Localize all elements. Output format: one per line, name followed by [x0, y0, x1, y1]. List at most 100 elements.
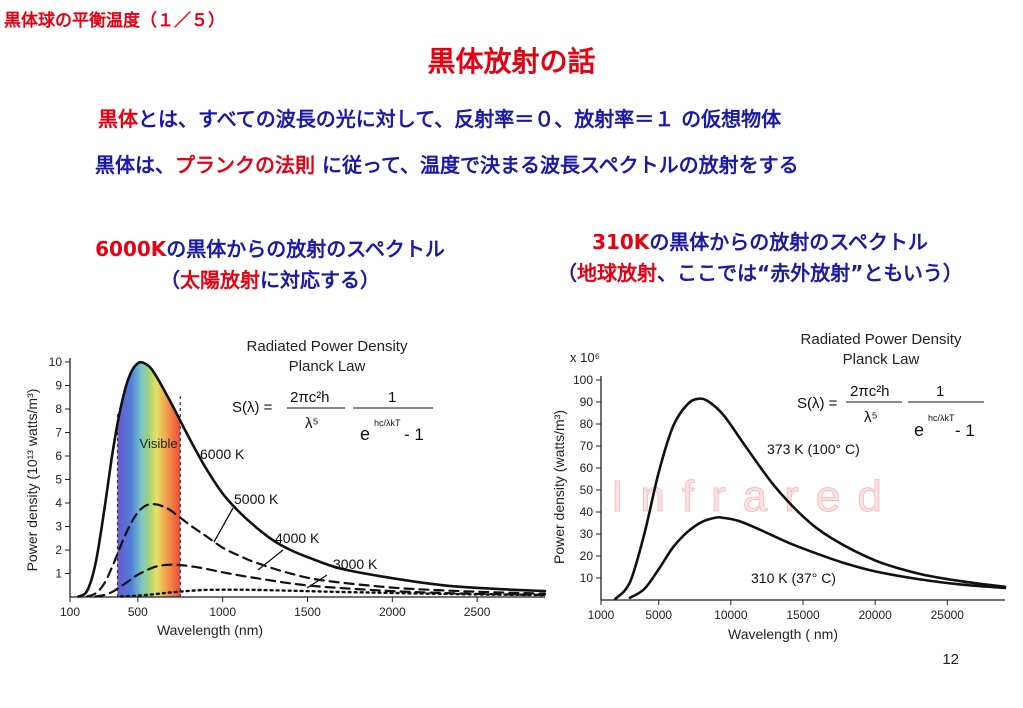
y-tick-label: 100: [573, 373, 593, 387]
left-caption-text: の黒体からの放射のスペクトル: [166, 237, 445, 261]
formula-lhs: S(λ) =: [232, 399, 273, 416]
visible-band: [116, 362, 181, 597]
axes: 1 2 3 4 5 6 7 8 9 10 100 500 1000 1500 2000 2500: [49, 355, 545, 619]
x-tick-label: 1000: [209, 605, 236, 619]
series-line-5000: [85, 503, 547, 598]
formula-exp: hc/λkT: [374, 418, 401, 428]
label-leader: [257, 549, 284, 571]
planck-line-part3: に従って、温度で決まる波長スペクトルの放射をする: [315, 153, 799, 177]
y-tick-label: 20: [580, 549, 594, 563]
planck-formula: S(λ) = 2πc²h λ⁵ 1 e hc/λkT - 1: [232, 389, 433, 444]
y-tick-label: 10: [580, 571, 594, 585]
series-line-310: [628, 515, 1007, 600]
x-tick-label: 20000: [858, 608, 892, 622]
series-label: 3000 K: [333, 556, 378, 572]
y-tick-label: 3: [55, 520, 62, 534]
formula-den1: λ⁵: [305, 415, 319, 432]
visible-label: Visible: [140, 436, 178, 451]
y-tick-label: 6: [55, 449, 62, 463]
x-tick-label: 2000: [379, 605, 406, 619]
y-tick-label: 90: [580, 395, 594, 409]
y-tick-label: 80: [580, 417, 594, 431]
axes: 10 20 30 40 50 60 70 80 90 100 1000 5000 10000 15000 2…: [573, 373, 1005, 622]
formula-num2: 1: [936, 383, 944, 400]
y-tick-label: 9: [55, 379, 62, 393]
chart-title: Radiated Power Density: [801, 331, 962, 348]
x-tick-label: 15000: [786, 608, 820, 622]
formula-lhs: S(λ) =: [797, 395, 838, 412]
x-tick-label: 100: [60, 605, 80, 619]
right-caption-rest: 、ここでは“赤外放射”ともいう）: [657, 261, 963, 285]
series-line-4000: [94, 563, 547, 598]
planck-line-part1: 黒体は、: [95, 153, 175, 177]
series-label: 5000 K: [234, 491, 279, 507]
label-leader: [213, 507, 234, 543]
x-tick-label: 2500: [464, 605, 491, 619]
right-caption-open: （: [557, 261, 578, 285]
right-chart-caption: 310Kの黒体からの放射のスペクトル （地球放射、ここでは“赤外放射”ともいう）: [505, 227, 1015, 289]
y-tick-label: 5: [55, 473, 62, 487]
definition-text: とは、すべての波長の光に対して、反射率＝０、放射率＝１ の仮想物体: [138, 107, 782, 131]
x-tick-label: 500: [128, 605, 148, 619]
y-tick-label: 10: [49, 355, 63, 369]
planck-formula: S(λ) = 2πc²h λ⁵ 1 e hc/λkT - 1: [797, 383, 984, 440]
planck-law-term: プランクの法則: [175, 153, 315, 177]
y-tick-label: 30: [580, 527, 594, 541]
series-line-3000: [119, 588, 547, 598]
header-label: 黒体球の平衡温度（１／５）: [4, 11, 225, 31]
label-leader: [306, 574, 328, 589]
definition-line: 黒体とは、すべての波長の光に対して、反射率＝０、放射率＝１ の仮想物体: [98, 103, 781, 132]
formula-num1: 2πc²h: [290, 389, 330, 406]
x-axis-label: Wavelength ( nm): [728, 626, 838, 642]
left-caption-rest: に対応する）: [260, 268, 380, 292]
series-group: 373 K (100° C) 310 K (37° C): [614, 397, 1007, 601]
y-axis-label: Power density (10¹³ watts/m³): [24, 389, 40, 572]
formula-minus: - 1: [404, 425, 424, 444]
left-caption-open: （: [160, 268, 180, 292]
series-group: 6000 K 5000 K 4000 K 3000 K: [77, 360, 547, 598]
series-label: 373 K (100° C): [767, 441, 860, 457]
chart-subtitle: Planck Law: [843, 351, 920, 368]
formula-num1: 2πc²h: [850, 383, 890, 400]
formula-den1: λ⁵: [864, 409, 878, 426]
y-tick-label: 1: [55, 567, 62, 581]
x-axis-label: Wavelength (nm): [157, 622, 263, 638]
chart-title: Radiated Power Density: [247, 338, 408, 355]
right-caption-text: の黒体からの放射のスペクトル: [649, 230, 928, 254]
y-tick-label: 60: [580, 461, 594, 475]
x-tick-label: 10000: [714, 608, 748, 622]
formula-minus: - 1: [955, 421, 975, 440]
infrared-watermark: Infrared: [611, 472, 899, 521]
y-tick-label: 8: [55, 402, 62, 416]
y-tick-label: 50: [580, 483, 594, 497]
y-tick-label: 2: [55, 543, 62, 557]
series-label: 310 K (37° C): [751, 570, 836, 586]
planck-law-line: 黒体は、プランクの法則 に従って、温度で決まる波長スペクトルの放射をする: [95, 149, 799, 178]
y-tick-label: 70: [580, 439, 594, 453]
series-line-373: [614, 397, 1007, 601]
x-tick-label: 5000: [645, 608, 672, 622]
left-caption-temp: 6000K: [95, 237, 167, 261]
formula-exp: hc/λkT: [928, 413, 955, 423]
x-tick-label: 1000: [588, 608, 615, 622]
y-tick-label: 40: [580, 505, 594, 519]
formula-e: e: [360, 424, 370, 444]
y-tick-label: 4: [55, 496, 62, 510]
series-line-6000: [77, 360, 547, 598]
formula-e: e: [914, 420, 924, 440]
y-axis-label: Power density (watts/m³): [551, 410, 567, 564]
slide-title: 黒体放射の話: [427, 45, 596, 78]
visible-spectrum-fill: [117, 362, 181, 597]
chart-subtitle: Planck Law: [289, 358, 366, 375]
x-tick-label: 1500: [294, 605, 321, 619]
y-tick-label: 7: [55, 426, 62, 440]
y-scale-label: x 10⁶: [570, 350, 600, 365]
series-label: 4000 K: [275, 530, 320, 546]
series-label: 6000 K: [200, 446, 245, 462]
blackbody-term: 黒体: [98, 107, 138, 131]
right-caption-temp: 310K: [592, 230, 650, 254]
x-tick-label: 25000: [931, 608, 965, 622]
formula-num2: 1: [388, 389, 396, 406]
planck-chart-sun: 1 2 3 4 5 6 7 8 9 10 100 500 1000 1500 2000 2500 6000 K…: [24, 338, 547, 638]
